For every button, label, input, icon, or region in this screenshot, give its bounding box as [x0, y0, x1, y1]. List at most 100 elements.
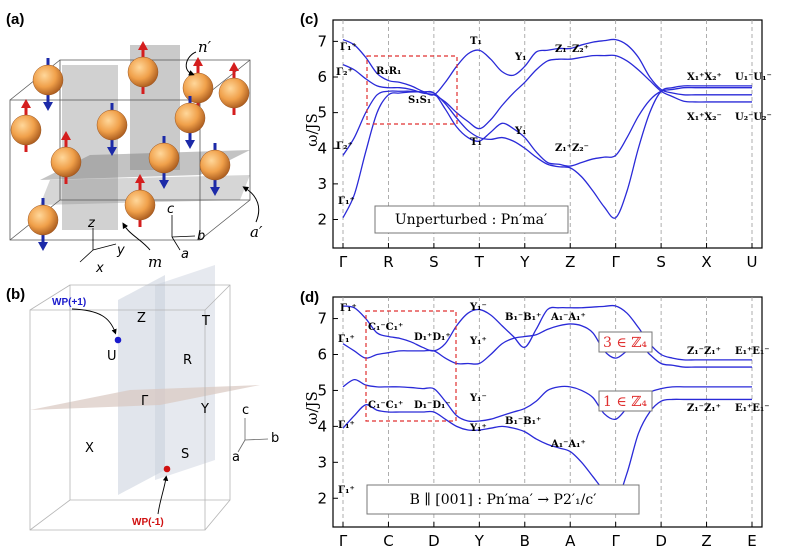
kpoint-X: X [85, 441, 94, 456]
panel-label-c: (c) [300, 11, 318, 28]
spin-up-arrowhead [229, 62, 239, 71]
weyl-point-plus [114, 336, 122, 344]
chart-d-ylabel-tick: 6 [317, 346, 327, 364]
panel-label-b: (b) [6, 286, 25, 303]
kpoint-U: U [107, 349, 117, 364]
axis-c-label-a: c [167, 202, 174, 217]
spin-down-arrowhead [107, 147, 117, 156]
chart-d-xlabel: C [383, 532, 393, 550]
ann-d-B-bottom: B₁⁻B₁⁺ [505, 416, 541, 427]
atom-sphere [148, 142, 180, 174]
spin-atom [218, 62, 250, 115]
chart-d: (d) ω/JS Γ C D Y B A Γ D Z E 2 3 4 5 6 7 B ∥ [001] : Pn… [300, 289, 770, 550]
ann-d-Y-2: Y₁⁺ [469, 336, 487, 347]
axis-x-label: x [95, 261, 104, 276]
chart-c-ylabel-tick: 7 [317, 32, 327, 50]
chart-c-ylabel-tick: 3 [317, 175, 327, 193]
mirror-plane-left [62, 65, 118, 230]
atom-sphere [127, 56, 159, 88]
weyl-point-minus [163, 465, 171, 473]
axis-y-label: y [116, 243, 125, 258]
label-box-d-text: B ∥ [001] : Pn′ma′ → P2′₁/c′ [410, 492, 597, 508]
axis-b-label-a: b [197, 229, 205, 244]
atom-sphere [27, 204, 59, 236]
spin-down-arrowhead [210, 187, 220, 196]
chart-d-band2 [342, 323, 752, 368]
chart-d-band1 [342, 304, 752, 361]
ann-d-A-bottom: A₁⁻A₁⁺ [550, 439, 586, 450]
ann-c-T1-top: T₁ [470, 36, 482, 47]
spin-atom [127, 41, 159, 94]
n-prime-arrow [185, 51, 197, 76]
kpoint-Z: Z [137, 311, 146, 326]
axis-z-label: z [87, 216, 96, 231]
kpoint-S: S [181, 447, 189, 462]
wp-minus-arrow [157, 475, 169, 515]
spin-atom [148, 136, 180, 189]
spin-down-arrowhead [43, 102, 53, 111]
spin-down-arrowhead [159, 180, 169, 189]
ann-d-C-top: C₁⁻C₁⁺ [368, 322, 403, 333]
chart-c-xlabel: S [429, 253, 439, 271]
chart-d-ylabel-tick: 7 [317, 310, 327, 328]
badge-z4-3: 3 ∈ ℤ₄ [603, 335, 647, 351]
axis-c-label-b: c [242, 403, 249, 418]
kpoint-Y: Y [200, 402, 209, 417]
spin-down-arrowhead [185, 140, 195, 149]
chart-c-xlabel: Z [565, 253, 575, 271]
chart-c: (c) ω/JS Γ R S T Y Z Γ S X U 2 3 4 5 6 7 Unperturbed : … [300, 11, 772, 271]
atom-sphere [50, 146, 82, 178]
chart-c-ylabel-tick: 4 [317, 139, 327, 157]
chart-d-xlabel: E [747, 532, 756, 550]
ann-d-gamma1-b: Γ₁⁺ [338, 334, 355, 345]
highlight-box-c [366, 55, 458, 125]
spin-atom [32, 58, 64, 111]
ann-c-gamma2-bottom: Γ₂⁺ [336, 141, 353, 152]
ann-c-Z-top: Z₁⁻Z₂⁺ [555, 44, 589, 55]
ann-c-T1-bottom: T₁ [470, 137, 482, 148]
ann-d-A-top: A₁⁻A₁⁺ [550, 312, 586, 323]
badge-z4-3-box [598, 331, 653, 353]
axis-a-label-b: a [232, 450, 240, 465]
a-prime-arrow [242, 186, 260, 223]
ann-c-R1R1: R₁R₁ [376, 66, 401, 77]
chart-d-ylabel-tick: 4 [317, 417, 327, 435]
chart-c-xlabel: R [383, 253, 393, 271]
label-box-d [366, 484, 640, 515]
chart-c-xlabel: T [474, 253, 485, 271]
atom-sphere [182, 72, 214, 104]
badge-z4-1: 1 ∈ ℤ₄ [603, 394, 647, 410]
chart-c-xlabel: Γ [339, 253, 348, 271]
spin-atom [174, 96, 206, 149]
chart-c-ylabel-tick: 2 [317, 211, 327, 229]
chart-c-band2 [342, 54, 752, 130]
chart-d-xlabel: B [520, 532, 530, 550]
chart-d-band3 [342, 379, 752, 423]
chart-c-band1 [342, 38, 752, 96]
mirror-plane-horizontal [40, 150, 250, 180]
panel-label-d: (d) [300, 289, 319, 306]
chart-c-xlabel: U [747, 253, 758, 271]
spin-up-arrowhead [138, 41, 148, 50]
ann-c-S1S1: S₁S₁ [408, 95, 431, 106]
chart-c-xlabel: S [656, 253, 666, 271]
chart-d-xlabel: Γ [339, 532, 348, 550]
ann-d-E-top: E₁⁺E₁⁻ [735, 346, 770, 357]
wp-minus-label: WP(-1) [132, 517, 164, 528]
spin-up-arrowhead [135, 174, 145, 183]
panel-b: (b) Z T U R Γ Y X S WP(+1) WP(-1) c b a [6, 265, 279, 531]
ann-c-Y1-bottom: Y₁ [514, 126, 527, 137]
spin-up-arrowhead [193, 57, 203, 66]
abc-axes-a [171, 215, 196, 251]
ann-c-gamma1-bottom: Γ₁⁺ [338, 196, 355, 207]
ann-d-C-bottom: C₁⁻C₁⁺ [368, 400, 403, 411]
spin-atom [27, 198, 59, 251]
chart-c-ylabel-tick: 6 [317, 68, 327, 86]
ann-c-X-top: X₁⁺X₂⁺ [687, 72, 722, 83]
chart-d-xlabel: Z [701, 532, 711, 550]
atom-sphere [124, 189, 156, 221]
wp-plus-label: WP(+1) [52, 297, 86, 308]
atom-sphere [96, 109, 128, 141]
ann-c-gamma2-top: Γ₂⁺ [336, 67, 353, 78]
chart-c-ylabel: ω/JS [303, 113, 321, 147]
